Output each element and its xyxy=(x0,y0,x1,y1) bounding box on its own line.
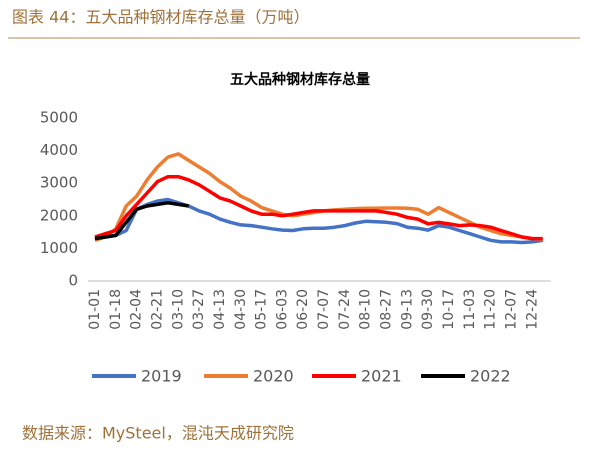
x-tick-label: 02-04 xyxy=(129,289,145,330)
y-tick-label: 4000 xyxy=(40,141,78,159)
x-tick-label: 10-17 xyxy=(441,289,457,330)
x-tick-label: 01-18 xyxy=(108,289,124,330)
chart-title: 五大品种钢材库存总量 xyxy=(230,71,370,88)
series-line xyxy=(94,174,543,241)
legend-label: 2020 xyxy=(253,367,294,386)
x-tick-label: 02-21 xyxy=(149,289,165,330)
x-tick-label: 04-13 xyxy=(212,289,228,330)
x-tick-label: 09-13 xyxy=(399,289,415,330)
x-tick-label: 11-03 xyxy=(462,289,478,330)
x-tick-label: 07-07 xyxy=(316,289,332,330)
x-tick-label: 06-20 xyxy=(295,289,311,330)
y-tick-label: 5000 xyxy=(40,109,78,127)
x-tick-label: 12-07 xyxy=(503,289,519,330)
x-tick-label: 11-20 xyxy=(483,289,499,330)
legend-label: 2021 xyxy=(361,367,402,386)
series-line xyxy=(94,201,189,241)
x-tick-label: 05-17 xyxy=(254,289,270,330)
x-tick-label: 08-27 xyxy=(379,289,395,330)
y-tick-label: 2000 xyxy=(40,206,78,224)
source: 数据来源：MySteel，混沌天成研究院 xyxy=(22,424,294,443)
legend-label: 2022 xyxy=(470,367,511,386)
x-tick-label: 01-01 xyxy=(87,289,103,330)
x-tick-label: 03-27 xyxy=(191,289,207,330)
header-title: 图表 44：五大品种钢材库存总量（万吨） xyxy=(12,8,309,27)
series-line xyxy=(94,197,543,245)
x-tick-label: 07-24 xyxy=(337,289,353,330)
y-tick-label: 1000 xyxy=(40,239,78,257)
y-tick-label: 0 xyxy=(68,272,78,290)
x-tick-label: 12-24 xyxy=(524,289,540,330)
x-tick-label: 03-10 xyxy=(170,289,186,330)
y-tick-label: 3000 xyxy=(40,174,78,192)
x-tick-label: 06-03 xyxy=(274,289,290,330)
x-tick-label: 04-30 xyxy=(233,289,249,330)
x-tick-label: 08-10 xyxy=(358,289,374,330)
legend-label: 2019 xyxy=(141,367,182,386)
x-tick-label: 09-30 xyxy=(420,289,436,330)
